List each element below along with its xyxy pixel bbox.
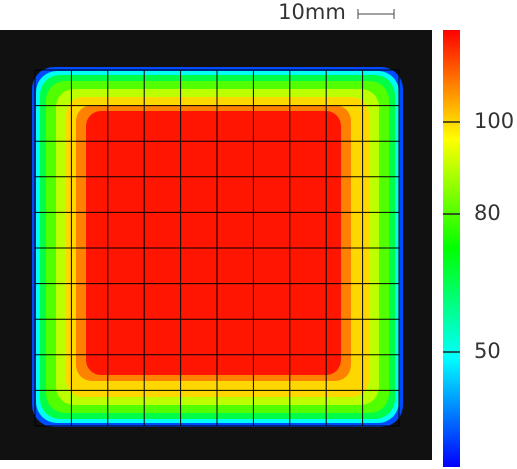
contour-region (86, 111, 341, 375)
grid (34, 69, 400, 427)
scale-bar (357, 9, 395, 19)
scale-label: 10mm (278, 0, 346, 24)
colorbar-tick-label: 80 (474, 201, 501, 225)
colorbar (443, 30, 460, 467)
colorbar-tick-label: 100 (474, 109, 514, 133)
colorbar-tick-label: 50 (474, 339, 501, 363)
colorbar-ticks: 50 80 100 (443, 109, 514, 363)
